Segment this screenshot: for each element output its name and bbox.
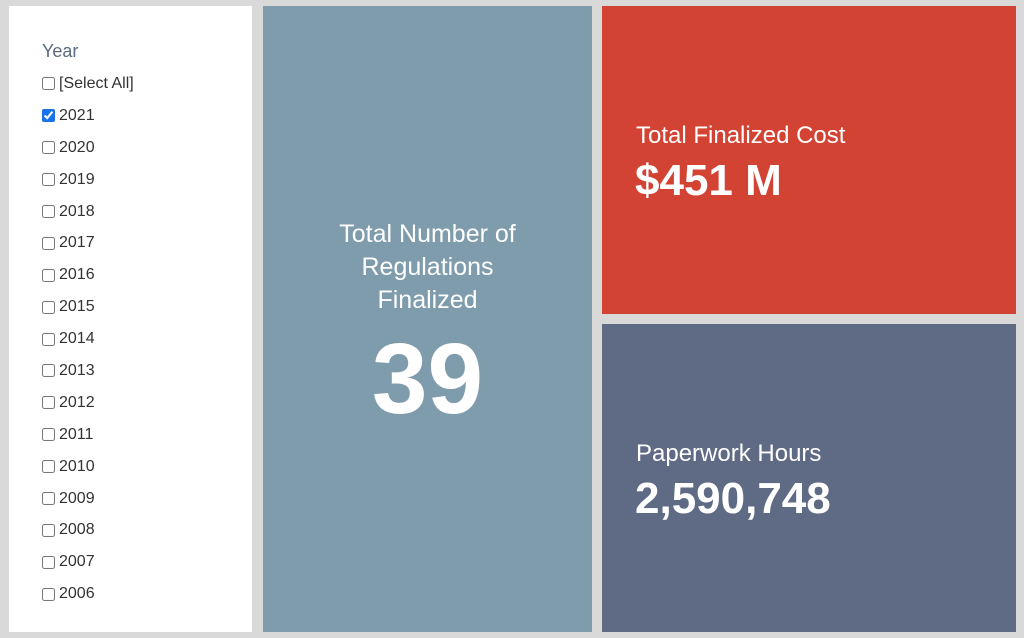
slicer-item-label: 2011 [59, 425, 94, 443]
slicer-item-label: 2017 [59, 234, 95, 252]
slicer-item-label: 2019 [59, 170, 95, 188]
slicer-checkbox[interactable] [42, 492, 55, 506]
slicer-item-label: 2016 [59, 266, 95, 284]
kpi-cost-value: $451 M [635, 156, 782, 205]
slicer-item-label: 2008 [59, 521, 95, 539]
slicer-item[interactable]: 2009 [41, 483, 134, 515]
slicer-checkbox[interactable] [42, 587, 55, 601]
slicer-item[interactable]: 2013 [41, 355, 134, 387]
slicer-item-label: [Select All] [59, 74, 134, 92]
slicer-item-label: 2006 [59, 585, 95, 603]
slicer-item-label: 2015 [59, 298, 95, 316]
slicer-checkbox[interactable] [42, 236, 55, 250]
slicer-checkbox[interactable] [42, 332, 55, 346]
slicer-checkbox[interactable] [42, 109, 55, 123]
slicer-checkbox[interactable] [42, 268, 55, 282]
slicer-item[interactable]: 2014 [41, 323, 134, 355]
kpi-regulations-label: Total Number of Regulations Finalized [339, 220, 516, 314]
kpi-hours-value: 2,590,748 [635, 474, 831, 523]
slicer-checkbox[interactable] [42, 300, 55, 314]
slicer-item[interactable]: 2011 [41, 419, 134, 451]
slicer-item-label: 2020 [59, 138, 95, 156]
slicer-checkbox[interactable] [42, 396, 55, 410]
kpi-card-regulations: Total Number of Regulations Finalized 39 [263, 6, 592, 632]
slicer-item[interactable]: 2019 [41, 164, 134, 196]
slicer-item[interactable]: [Select All] [41, 68, 134, 100]
slicer-item-label: 2014 [59, 330, 95, 348]
kpi-hours-label: Paperwork Hours [636, 440, 822, 467]
slicer-checkbox[interactable] [42, 205, 55, 218]
slicer-checkbox[interactable] [42, 141, 55, 155]
slicer-item-label: 2018 [59, 202, 95, 220]
year-slicer: Year [Select All] 2021 2020 2019 2018 2017 201… [9, 6, 252, 632]
slicer-item-label: 2009 [59, 489, 95, 507]
slicer-checkbox[interactable] [42, 523, 55, 537]
slicer-checkbox[interactable] [42, 555, 55, 569]
slicer-checkbox[interactable] [42, 428, 55, 442]
kpi-cost-label: Total Finalized Cost [636, 122, 846, 149]
slicer-item[interactable]: 2012 [41, 387, 134, 419]
slicer-item[interactable]: 2006 [41, 578, 134, 610]
slicer-item[interactable]: 2021 [41, 100, 134, 132]
slicer-item[interactable]: 2015 [41, 291, 134, 323]
slicer-item[interactable]: 2018 [41, 196, 134, 228]
slicer-item[interactable]: 2020 [41, 132, 134, 164]
slicer-item[interactable]: 2007 [41, 546, 134, 578]
slicer-checkbox[interactable] [42, 460, 55, 474]
slicer-title: Year [42, 41, 79, 61]
slicer-item-label: 2010 [59, 457, 95, 475]
slicer-item-label: 2012 [59, 393, 95, 411]
kpi-card-cost: Total Finalized Cost $451 M [602, 6, 1016, 314]
slicer-checkbox[interactable] [42, 364, 55, 378]
slicer-item[interactable]: 2010 [41, 451, 134, 483]
slicer-item[interactable]: 2008 [41, 514, 134, 546]
kpi-card-hours: Paperwork Hours 2,590,748 [602, 324, 1016, 632]
slicer-item[interactable]: 2017 [41, 227, 134, 259]
slicer-item[interactable]: 2016 [41, 259, 134, 291]
slicer-list: [Select All] 2021 2020 2019 2018 2017 2016 2015… [41, 68, 134, 610]
slicer-checkbox[interactable] [42, 77, 55, 91]
slicer-checkbox[interactable] [42, 173, 55, 187]
slicer-item-label: 2021 [59, 106, 95, 124]
slicer-item-label: 2013 [59, 361, 95, 379]
slicer-item-label: 2007 [59, 553, 95, 571]
kpi-regulations-value: 39 [371, 323, 484, 435]
